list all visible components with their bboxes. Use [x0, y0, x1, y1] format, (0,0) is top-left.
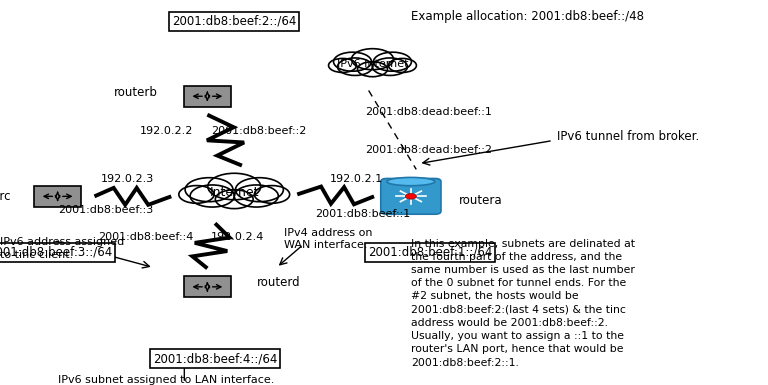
Text: 2001:db8:dead:beef::2: 2001:db8:dead:beef::2	[365, 145, 492, 155]
Ellipse shape	[387, 177, 435, 186]
Circle shape	[185, 178, 233, 202]
Text: 2001:db8:beef::3: 2001:db8:beef::3	[58, 205, 154, 215]
FancyBboxPatch shape	[184, 276, 231, 297]
Circle shape	[338, 58, 372, 75]
Text: In this example, subnets are delinated at
the fourth part of the address, and th: In this example, subnets are delinated a…	[411, 239, 635, 368]
Circle shape	[254, 186, 290, 203]
Text: 2001:db8:beef::1: 2001:db8:beef::1	[315, 209, 410, 219]
Circle shape	[208, 173, 260, 200]
Circle shape	[333, 52, 372, 71]
Circle shape	[358, 62, 388, 77]
Text: 192.0.2.1: 192.0.2.1	[330, 174, 383, 184]
FancyBboxPatch shape	[34, 186, 81, 207]
Text: Internet: Internet	[210, 186, 259, 199]
FancyBboxPatch shape	[381, 179, 441, 214]
Text: 2001:db8:beef:1::/64: 2001:db8:beef:1::/64	[368, 246, 492, 259]
Circle shape	[373, 52, 412, 71]
Text: 2001:db8:beef:3::/64: 2001:db8:beef:3::/64	[0, 246, 112, 259]
Circle shape	[352, 49, 393, 70]
Circle shape	[329, 59, 356, 72]
Text: 2001:db8:beef::4: 2001:db8:beef::4	[98, 232, 194, 242]
Circle shape	[389, 59, 416, 72]
Text: routerb: routerb	[114, 86, 157, 99]
Text: 192.0.2.3: 192.0.2.3	[101, 174, 154, 184]
Text: 2001:db8:beef::2: 2001:db8:beef::2	[211, 126, 306, 136]
Text: routerd: routerd	[257, 276, 301, 290]
Circle shape	[236, 178, 283, 202]
Text: routerc: routerc	[0, 190, 12, 203]
Text: 2001:db8:beef:2::/64: 2001:db8:beef:2::/64	[172, 15, 296, 28]
Text: IPv6 Internet: IPv6 Internet	[336, 59, 409, 69]
FancyBboxPatch shape	[184, 86, 231, 107]
Circle shape	[372, 58, 407, 75]
Text: IPv6 subnet assigned to LAN interface.: IPv6 subnet assigned to LAN interface.	[58, 375, 274, 385]
Text: 192.0.2.4: 192.0.2.4	[211, 232, 264, 242]
Circle shape	[215, 190, 253, 209]
Circle shape	[190, 185, 234, 207]
Text: IPv6 tunnel from broker.: IPv6 tunnel from broker.	[557, 130, 699, 143]
Text: IPv4 address on
WAN interface.: IPv4 address on WAN interface.	[284, 228, 372, 250]
Circle shape	[406, 194, 416, 199]
Text: IPv6 address assigned
to tinc client.: IPv6 address assigned to tinc client.	[0, 237, 124, 259]
Text: routera: routera	[458, 194, 502, 207]
Text: 2001:db8:beef:4::/64: 2001:db8:beef:4::/64	[153, 352, 277, 365]
Text: 192.0.2.2: 192.0.2.2	[141, 126, 194, 136]
Circle shape	[179, 186, 214, 203]
Text: 2001:db8:dead:beef::1: 2001:db8:dead:beef::1	[365, 107, 492, 117]
Circle shape	[234, 185, 278, 207]
Text: Example allocation: 2001:db8:beef::/48: Example allocation: 2001:db8:beef::/48	[411, 10, 644, 23]
